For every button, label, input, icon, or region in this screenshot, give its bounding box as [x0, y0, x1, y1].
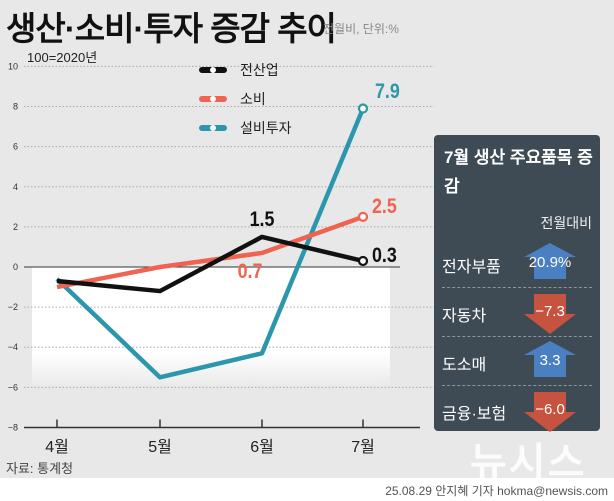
arrow-down-icon	[524, 294, 576, 334]
x-tick-label: 4월	[45, 438, 69, 456]
y-tick-label: 0	[13, 262, 18, 272]
source-note: 자료: 통계청	[6, 461, 74, 476]
data-label: 7.9	[375, 80, 400, 104]
y-tick-label: 10	[8, 61, 18, 71]
panel-row: 도소매 3.3	[434, 337, 600, 385]
x-tick-label: 5월	[148, 438, 172, 456]
legend-label: 설비투자	[240, 120, 292, 136]
row-divider	[442, 287, 592, 288]
legend-marker	[210, 67, 216, 73]
y-tick-label: 4	[13, 182, 18, 192]
item-label: 도소매	[442, 357, 487, 374]
series-line-소비	[56, 214, 364, 290]
panel-row: 금융·보험 −6.0	[434, 386, 600, 434]
credit-line: 25.08.29 안지혜 기자 hokma@newsis.com	[385, 484, 608, 498]
y-tick-label: −8	[8, 422, 18, 432]
x-tick-label: 7월	[351, 438, 375, 456]
newsis-logo: 뉴시스	[470, 441, 587, 485]
item-label: 전자부품	[442, 259, 501, 276]
panel-title: 7월 생산 주요품목 증감	[444, 148, 593, 196]
arrow-up-icon	[524, 341, 576, 377]
arrow-down-icon	[524, 392, 576, 432]
panel-row: 전자부품 20.9%	[434, 239, 600, 287]
base-note: 100=2020년	[27, 50, 98, 65]
endpoint-marker	[357, 255, 369, 267]
data-label: 0.3	[372, 244, 397, 268]
panel-row: 자동차 −7.3	[434, 288, 600, 336]
chart-title: 생산·소비·투자 증감 추이	[6, 10, 337, 47]
item-value: 20.9%	[528, 254, 572, 271]
item-value: 3.3	[539, 352, 561, 369]
x-tick-label: 6월	[250, 438, 274, 456]
item-value: −7.3	[535, 303, 565, 320]
endpoint-marker	[357, 211, 369, 222]
legend-label: 소비	[240, 91, 266, 107]
item-value: −6.0	[535, 401, 565, 418]
series-line-전산업	[56, 234, 364, 294]
legend-label: 전산업	[240, 62, 279, 78]
y-tick-label: −6	[8, 382, 18, 392]
y-tick-label: 2	[13, 222, 18, 232]
item-label: 금융·보험	[442, 406, 507, 423]
y-tick-label: −2	[8, 302, 18, 312]
data-label: 1.5	[250, 208, 275, 232]
series-line-설비투자	[55, 107, 366, 380]
row-divider	[442, 385, 592, 386]
legend-marker	[210, 96, 216, 102]
row-divider	[442, 336, 592, 337]
arrow-up-icon	[524, 243, 576, 279]
y-tick-label: −4	[8, 342, 18, 352]
item-label: 자동차	[442, 308, 487, 325]
negative-area-shade	[32, 267, 390, 389]
data-label: 2.5	[372, 195, 397, 219]
data-label: 0.7	[238, 260, 263, 284]
y-tick-label: 8	[13, 102, 18, 112]
legend-marker	[210, 125, 216, 131]
endpoint-marker	[357, 103, 369, 114]
chart-subtitle: 전월비, 단위:%	[323, 22, 399, 36]
footer-bar	[0, 478, 614, 501]
items-panel: 7월 생산 주요품목 증감 전월대비 전자부품 20.9% 자동차 −7.3 도…	[434, 135, 600, 434]
y-tick-label: 6	[13, 142, 18, 152]
panel-column-header: 전월대비	[540, 215, 592, 231]
